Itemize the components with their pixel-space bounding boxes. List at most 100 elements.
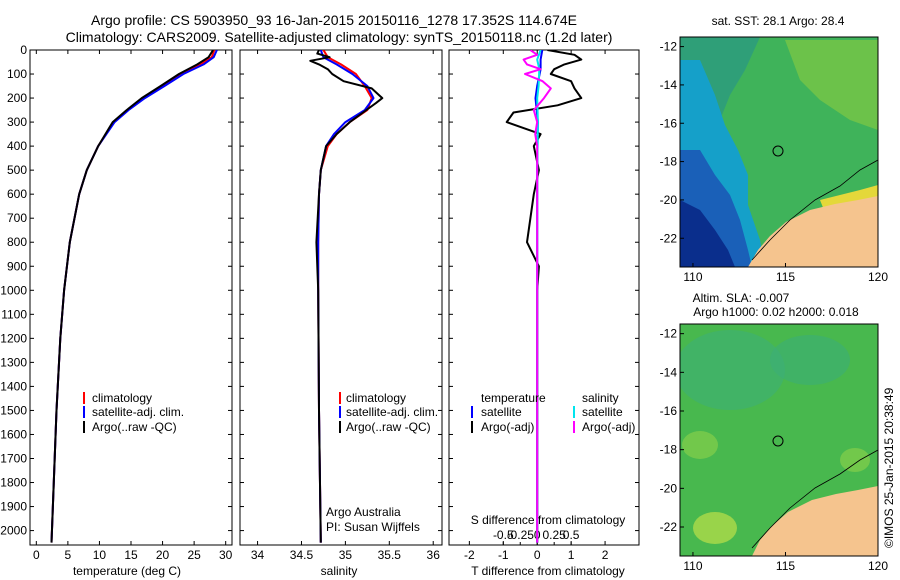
map-y-tick-label: -22: [660, 520, 678, 534]
x-tick-label: 10: [93, 548, 107, 562]
sla-map-title-2: Argo h1000: 0.02 h2000: 0.018: [693, 305, 859, 319]
salinity-legend: climatology satellite-adj. clim. Argo(..…: [339, 391, 438, 434]
x-tick-label: 15: [124, 548, 138, 562]
x-tick-label: 5: [65, 548, 72, 562]
legend-label-argo: Argo(..raw -QC): [92, 420, 177, 434]
sla-land: [752, 486, 878, 556]
x-tick-label: 0: [33, 548, 40, 562]
x-tick-label: 1: [568, 548, 575, 562]
sst-map-panel: sat. SST: 28.1 Argo: 28.4 110 115 120 -12 -1…: [660, 14, 889, 284]
map-x-tick-label: 115: [776, 559, 795, 573]
salinity-xlabel: salinity: [321, 564, 358, 578]
map-y-tick-label: -18: [660, 443, 678, 457]
sla-map-frame: [679, 323, 879, 557]
sla-map-field: [680, 324, 878, 556]
x-tick-label: -2: [464, 548, 475, 562]
x-tick-label: 35.5: [378, 548, 402, 562]
depth-tick-label: 1800: [0, 476, 27, 490]
depth-tick-label: 1100: [1, 307, 27, 321]
depth-tick-label: 1700: [0, 451, 27, 465]
sla-200m-contour: [751, 449, 878, 549]
x-tick-label: 36: [427, 548, 441, 562]
x-tick-label: -1: [498, 548, 509, 562]
temperature-series: [50, 50, 218, 543]
temperature-legend: climatology satellite-adj. clim. Argo(..…: [83, 391, 184, 434]
difference-axes-frame: [448, 49, 640, 546]
depth-tick-label: 700: [7, 211, 27, 225]
temperature-x-ticks: 0 5 10 15 20 25 30: [33, 50, 233, 562]
legend-label-s-satellite: satellite: [582, 405, 623, 419]
map-y-tick-label: -16: [660, 116, 678, 130]
map-x-tick-label: 120: [868, 559, 888, 573]
legend-label-satellite: satellite-adj. clim.: [92, 405, 184, 419]
temperature-panel: 0100200300400500600700800900100011001200…: [0, 43, 232, 578]
sla-map-title-1: Altim. SLA: -0.007: [693, 291, 790, 305]
map-x-tick-label: 110: [683, 559, 702, 573]
depth-tick-label: 1900: [0, 500, 27, 514]
sst-warm-patch: [785, 40, 878, 130]
depth-tick-label: 800: [7, 235, 27, 249]
sla-profile-location-marker: [772, 435, 784, 447]
sla-low-anomaly-2: [770, 335, 850, 385]
legend-label-t-satellite: satellite: [481, 405, 522, 419]
depth-tick-label: 100: [7, 67, 27, 81]
series-line-s-argo-adj: [522, 50, 552, 543]
series-line-argo-raw-qc: [309, 50, 384, 543]
map-x-tick-label: 120: [868, 270, 888, 284]
difference-bottom-xlabel: T difference from climatology: [471, 564, 625, 578]
legend-label-argo: Argo(..raw -QC): [346, 420, 431, 434]
x-tick-label: 34.5: [290, 548, 314, 562]
salinity-depth-ticks: [240, 49, 442, 532]
header-line-1: Argo profile: CS 5903950_93 16-Jan-2015 …: [91, 12, 577, 28]
map-y-tick-label: -16: [660, 404, 678, 418]
depth-tick-label: 2000: [0, 524, 27, 538]
temperature-depth-ticks: 0 100 200 300 400 500 600 700 800 900 1000 1100 1200…: [0, 43, 232, 538]
series-line-t-argo-adj: [505, 50, 583, 543]
temperature-xlabel: temperature (deg C): [73, 564, 181, 578]
sst-land: [748, 196, 878, 267]
difference-series: [505, 50, 583, 543]
legend-label-climatology: climatology: [346, 391, 406, 405]
sla-map-ticks: 110 115 120 -12 -14 -16 -18 -20 -22: [660, 327, 889, 573]
difference-top-xlabel: S difference from climatology: [471, 513, 626, 527]
map-y-tick-label: -12: [660, 327, 678, 341]
salinity-series: [309, 50, 384, 543]
salinity-panel: 34 34.5 35 35.5 36 salinity climatology sate…: [239, 49, 443, 578]
x-tick-label: 2: [602, 548, 609, 562]
map-y-tick-label: -20: [660, 481, 678, 495]
sla-high-anomaly-2: [682, 431, 718, 459]
sst-map-field: [680, 37, 878, 267]
map-y-tick-label: -20: [660, 193, 678, 207]
difference-panel: -2 -1 0 1 2 -0.5-0.25 0 0.250.5 S difference f…: [448, 49, 640, 578]
map-y-tick-label: -14: [660, 365, 678, 379]
difference-legend: temperature salinity satellite Argo(-adj…: [471, 391, 635, 434]
legend-label-satellite: satellite-adj. clim.: [346, 405, 438, 419]
top-tick-label: 0.5: [563, 528, 580, 542]
sla-high-anomaly-3: [840, 448, 870, 472]
depth-tick-label: 1400: [0, 379, 27, 393]
temperature-axes-frame: [29, 49, 233, 546]
map-x-tick-label: 115: [776, 270, 795, 284]
depth-tick-label: 1300: [0, 355, 27, 369]
salinity-axes-frame: [239, 49, 443, 546]
depth-tick-label: 1000: [0, 283, 27, 297]
sst-profile-location-marker: [772, 145, 784, 157]
annotation-pi: PI: Susan Wijffels: [326, 520, 420, 534]
series-line-argo-raw-qc: [50, 50, 214, 543]
legend-title-salinity: salinity: [582, 391, 619, 405]
depth-tick-label: 1500: [0, 403, 27, 417]
difference-depth-ticks: [449, 49, 639, 532]
map-y-tick-label: -12: [660, 40, 678, 54]
legend-label-s-argo: Argo(-adj): [582, 420, 635, 434]
legend-title-temperature: temperature: [481, 391, 546, 405]
x-tick-label: 35: [339, 548, 353, 562]
depth-tick-label: 1200: [0, 331, 27, 345]
depth-tick-label: 500: [7, 163, 27, 177]
header-line-2: Climatology: CARS2009. Satellite-adjuste…: [66, 29, 613, 45]
sst-map-ticks: 110 115 120 -12 -14 -16 -18 -20 -22: [660, 40, 889, 284]
legend-label-t-argo: Argo(-adj): [481, 420, 534, 434]
map-y-tick-label: -14: [660, 78, 678, 92]
x-tick-label: 34: [251, 548, 265, 562]
sst-coldest-water: [680, 200, 735, 267]
